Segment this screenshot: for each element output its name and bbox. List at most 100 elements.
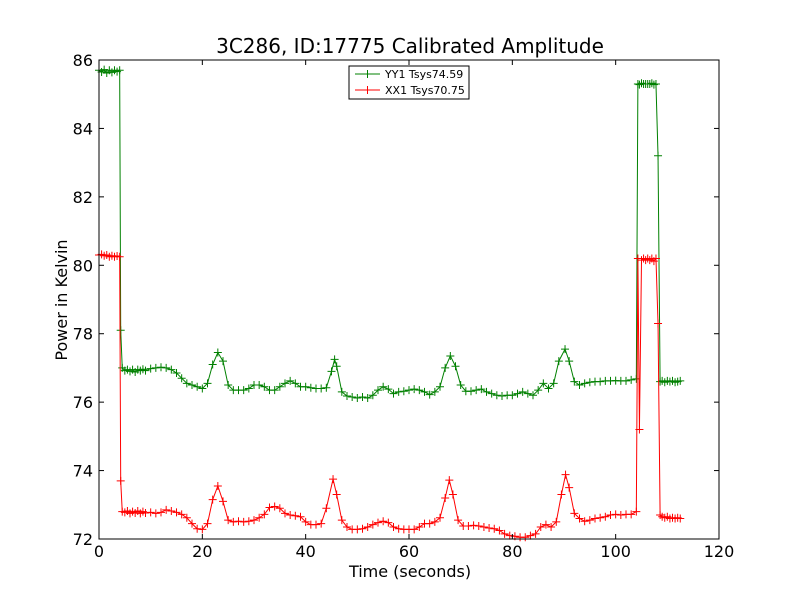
data-point [384, 385, 393, 394]
data-point [526, 531, 535, 540]
legend-box [348, 65, 470, 100]
data-point [384, 518, 393, 527]
x-tick-label: 0 [94, 542, 104, 561]
y-tick-label: 78 [73, 325, 93, 344]
data-point [635, 80, 644, 89]
data-point [456, 381, 465, 390]
data-point [198, 525, 207, 534]
data-point [415, 386, 424, 395]
data-point [547, 523, 556, 532]
data-point [492, 391, 501, 400]
data-point [116, 476, 125, 485]
y-tick-label: 82 [73, 188, 93, 207]
legend-entries: YY1 Tsys74.59 XX1 Tsys70.75 [355, 68, 465, 97]
data-point [337, 387, 346, 396]
legend-marker [363, 86, 372, 94]
data-point [116, 326, 125, 335]
data-point [188, 519, 196, 528]
data-point [182, 513, 191, 522]
y-axis-label: Power in Kelvin [52, 239, 71, 360]
legend: YY1 Tsys74.59 XX1 Tsys70.75 [348, 65, 470, 100]
data-point [312, 520, 320, 529]
x-tick-label: 20 [192, 542, 212, 561]
data-point [430, 517, 439, 526]
data-point [585, 516, 594, 525]
data-point [353, 394, 362, 403]
data-point [203, 519, 212, 528]
data-point [177, 374, 186, 383]
data-point [157, 363, 165, 372]
data-point [219, 357, 227, 366]
data-point [394, 387, 403, 396]
data-point [141, 508, 150, 517]
data-point [651, 254, 660, 263]
data-point [580, 379, 589, 388]
data-point [575, 514, 584, 523]
data-point [275, 504, 284, 513]
data-point [467, 387, 475, 396]
data-point [498, 391, 506, 400]
data-point [445, 476, 454, 485]
data-point [363, 394, 372, 403]
data-point [374, 386, 382, 395]
data-point [244, 384, 253, 393]
data-point [167, 365, 176, 374]
axis-ticks: 0 20 40 60 80 100 120 72 74 76 78 80 82 84 86 [73, 51, 735, 561]
data-point [649, 80, 658, 89]
data-point [632, 507, 641, 516]
data-point [479, 523, 488, 532]
data-point [239, 517, 248, 526]
data-point [322, 504, 331, 513]
data-point [495, 526, 504, 535]
data-point [469, 521, 478, 530]
data-point [208, 495, 217, 504]
data-point [529, 391, 537, 400]
data-point [219, 497, 227, 506]
data-point [654, 319, 663, 328]
data-point [415, 523, 424, 532]
y-tick-label: 86 [73, 51, 93, 70]
data-point [306, 383, 315, 392]
series-1 [95, 65, 685, 403]
data-point [172, 508, 181, 517]
y-tick-label: 76 [73, 393, 93, 412]
data-point [239, 386, 248, 395]
data-point [565, 357, 574, 366]
data-point [487, 389, 496, 398]
data-point [441, 493, 450, 502]
data-point [162, 363, 171, 372]
data-point [570, 377, 579, 386]
data-point [441, 363, 450, 372]
data-point [213, 348, 222, 357]
series-2 [95, 250, 685, 542]
data-point [554, 357, 563, 366]
data-point [601, 512, 610, 521]
x-tick-label: 100 [600, 542, 631, 561]
data-point [389, 523, 398, 532]
data-point [275, 382, 284, 391]
legend-marker [363, 70, 372, 78]
data-point [327, 367, 336, 376]
data-point [464, 521, 473, 530]
data-point [637, 79, 646, 88]
data-point [343, 391, 351, 400]
data-point [167, 506, 176, 515]
data-point [368, 520, 377, 529]
data-point [141, 366, 150, 375]
data-point [146, 508, 155, 517]
data-point [332, 362, 341, 371]
data-point [255, 513, 264, 522]
chart-title: 3C286, ID:17775 Calibrated Amplitude [216, 34, 604, 58]
data-point [358, 393, 367, 402]
x-tick-label: 60 [399, 542, 419, 561]
data-point [561, 345, 570, 354]
data-point [635, 425, 644, 434]
data-point [541, 520, 550, 529]
data-point [472, 386, 481, 395]
x-tick-label: 80 [502, 542, 522, 561]
data-point [430, 387, 439, 396]
data-point [565, 483, 574, 492]
data-point [410, 525, 419, 534]
data-point [561, 470, 570, 479]
data-point [208, 360, 217, 369]
